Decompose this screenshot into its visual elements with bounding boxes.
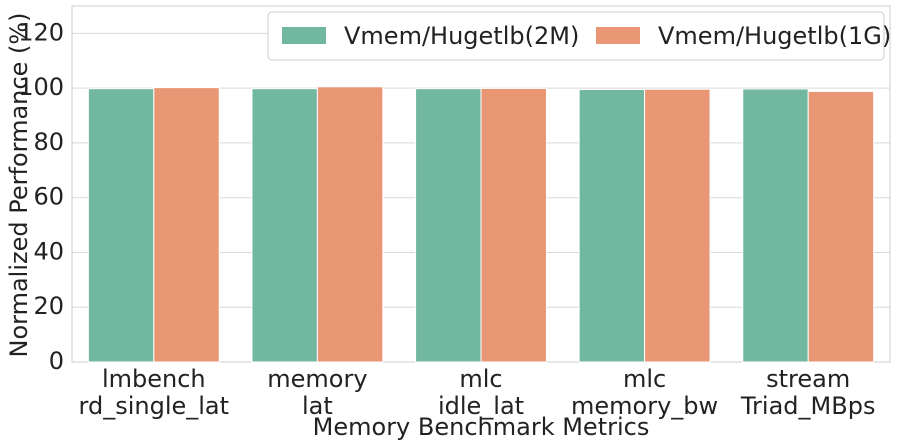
x-tick-label: memory_bw [571,392,718,420]
x-tick-label: mlc [623,365,666,393]
x-tick-label: rd_single_lat [79,392,230,420]
bar [807,90,875,363]
y-tick-label: 20 [33,292,64,320]
bar [742,88,809,363]
y-tick-label: 0 [49,347,64,375]
y-tick-label: 60 [33,183,64,211]
bar [87,88,155,363]
legend: Vmem/Hugetlb(2M) Vmem/Hugetlb(1G) [267,11,891,61]
legend-swatch [282,27,326,44]
bar [316,86,384,363]
bar [153,87,220,363]
legend-label: Vmem/Hugetlb(1G) [658,22,891,50]
legend-swatch [596,27,640,44]
y-tick-label: 120 [18,18,64,46]
bar [578,89,646,363]
bar [415,88,482,363]
bar [644,88,711,363]
bar [251,88,318,363]
y-axis-label: Normalized Performance (%) [5,13,33,358]
x-tick-label: lat [302,392,333,420]
y-tick-label: 100 [18,73,64,101]
y-tick-label: 80 [33,128,64,156]
legend-frame [267,11,885,61]
x-tick-label: stream [766,365,850,393]
x-tick-label: mlc [459,365,502,393]
x-tick-label: idle_lat [438,392,524,420]
y-tick-label: 40 [33,237,64,265]
x-tick-label: Triad_MBps [740,392,876,420]
x-tick-label: lmbench [102,365,206,393]
bar [480,87,547,363]
x-axis-label: Memory Benchmark Metrics [313,413,650,441]
x-tick-label: memory [267,365,367,393]
legend-label: Vmem/Hugetlb(2M) [344,22,579,50]
